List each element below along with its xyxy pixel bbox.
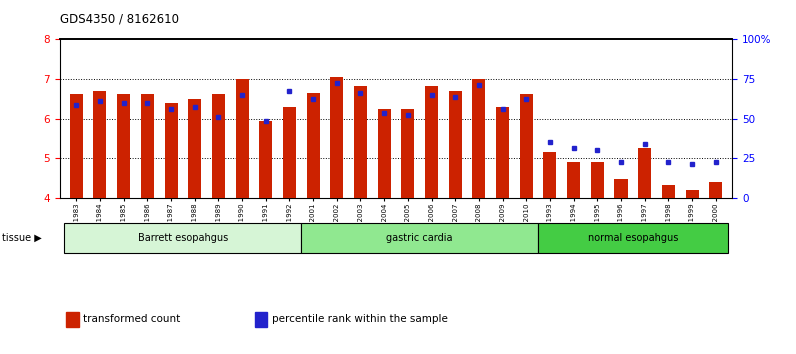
Bar [66,312,79,327]
Bar [544,153,556,198]
Bar [117,94,131,198]
Text: percentile rank within the sample: percentile rank within the sample [271,314,447,324]
Text: tissue ▶: tissue ▶ [2,233,42,243]
Bar [709,182,722,198]
Bar [255,312,267,327]
Bar [259,121,272,198]
Bar [615,179,627,198]
Bar [538,223,728,253]
Text: gastric cardia: gastric cardia [386,233,453,243]
Bar [283,107,296,198]
Bar [212,94,225,198]
Bar [330,77,343,198]
Text: GDS4350 / 8162610: GDS4350 / 8162610 [60,12,178,25]
Text: Barrett esopahgus: Barrett esopahgus [138,233,228,243]
Bar [591,162,604,198]
Bar [496,107,509,198]
Bar [165,103,178,198]
Bar [64,223,301,253]
Bar [354,86,367,198]
Bar [188,99,201,198]
Bar [236,79,248,198]
Bar [567,162,580,198]
Bar [638,148,651,198]
Bar [449,91,462,198]
Text: normal esopahgus: normal esopahgus [587,233,678,243]
Bar [685,190,699,198]
Text: transformed count: transformed count [84,314,181,324]
Bar [70,94,83,198]
Bar [661,185,675,198]
Bar [93,91,107,198]
Bar [306,93,320,198]
Bar [425,86,438,198]
Bar [520,94,533,198]
Bar [301,223,538,253]
Bar [141,94,154,198]
Bar [472,79,486,198]
Bar [401,109,415,198]
Bar [377,109,391,198]
